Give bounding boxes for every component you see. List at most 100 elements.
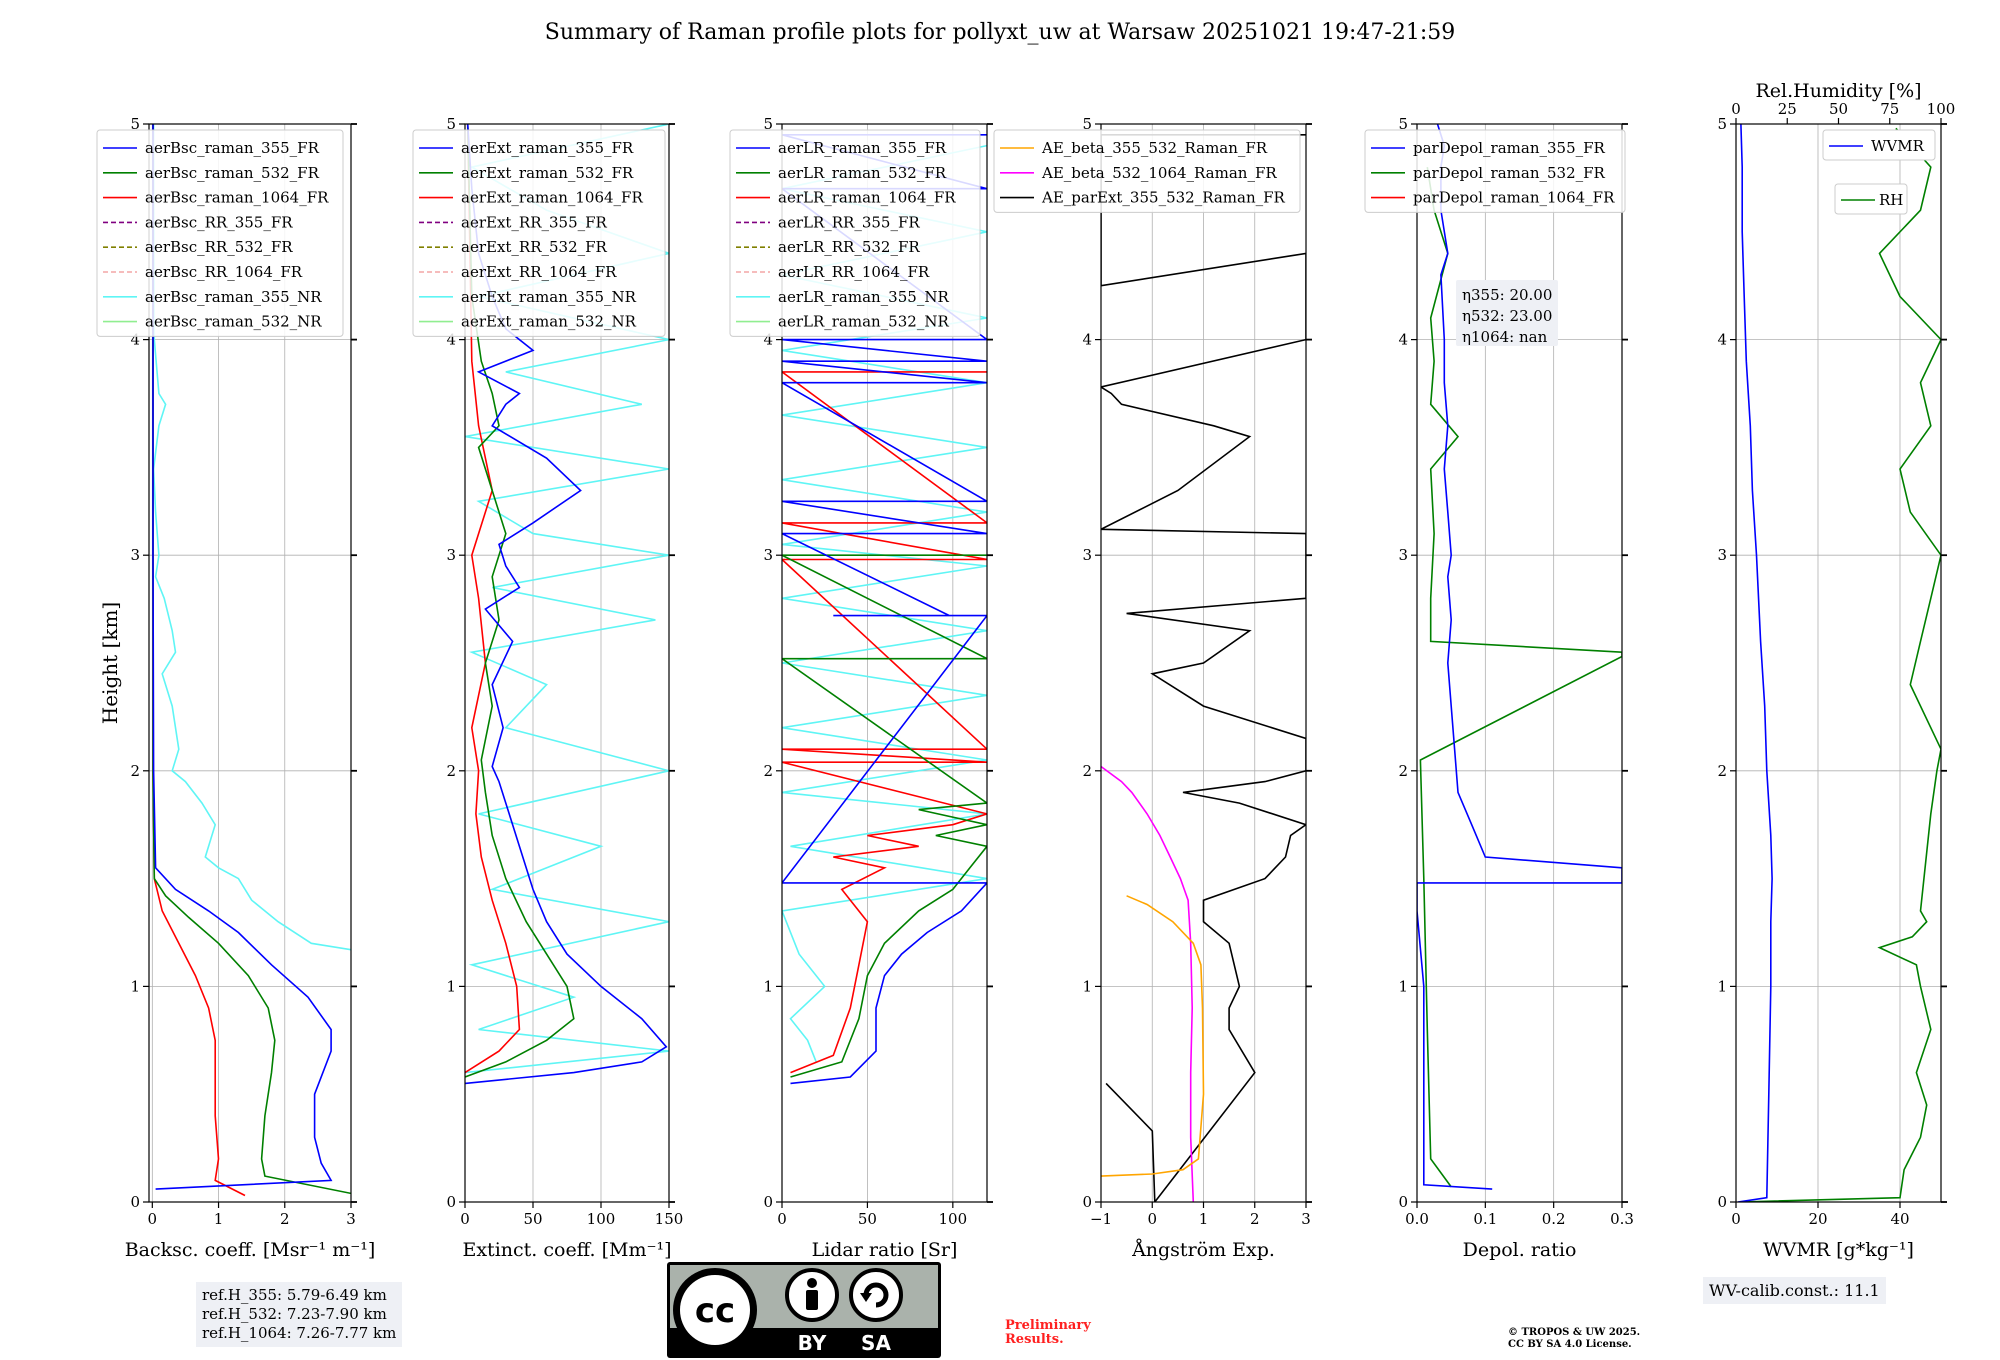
x-tick-label: 0	[777, 1210, 787, 1228]
figure-title: Summary of Raman profile plots for polly…	[544, 20, 1456, 45]
series-line-parDepol_raman_355_FR	[1417, 124, 1622, 1190]
axes-frame	[464, 123, 670, 1203]
x-tick-label: 3	[1301, 1210, 1311, 1228]
panel-6: 0 20 40 0 1 2 3 4 5 WVMR [g*kg⁻¹] 0 25 50 75 100 Rel.Hu…	[1717, 80, 1955, 1261]
legend-label-aerBsc_RR_355_FR: aerBsc_RR_355_FR	[145, 213, 293, 231]
legend-box	[1822, 129, 1936, 161]
x-tick-label: 2	[1250, 1210, 1260, 1228]
x-tick-label: 50	[858, 1210, 877, 1228]
legend-box	[729, 129, 981, 337]
series-line-RH	[1740, 127, 1941, 1202]
legend-label-aerLR_raman_355_FR: aerLR_raman_355_FR	[778, 139, 947, 157]
panel-2: 0 50 100 150 0 1 2 3 4 5 Extinct. coeff. [Mm⁻¹] aer…	[412, 115, 683, 1261]
legend-label-aerExt_raman_1064_FR: aerExt_raman_1064_FR	[461, 189, 643, 207]
preliminary-line-2: Results.	[1005, 1332, 1064, 1347]
legend-label-aerExt_raman_355_FR: aerExt_raman_355_FR	[461, 139, 634, 157]
legend-label-WVMR: WVMR	[1871, 137, 1925, 155]
copyright-line-1: © TROPOS & UW 2025.	[1508, 1327, 1641, 1338]
x-tick-label: −1	[1090, 1210, 1112, 1228]
y-tick-label: 1	[1082, 977, 1092, 995]
x2-axis-label: Rel.Humidity [%]	[1755, 80, 1921, 102]
y-tick-label: 4	[763, 331, 773, 349]
cc-circle-inner	[680, 1275, 750, 1345]
sa-arrow-head	[860, 1293, 872, 1302]
x-tick-label: 3	[346, 1210, 356, 1228]
sa-arrow-arc	[863, 1282, 889, 1308]
y-tick-label: 0	[446, 1193, 456, 1211]
legend: WVMR RH	[1822, 129, 1936, 215]
legend-label-aerBsc_raman_1064_FR: aerBsc_raman_1064_FR	[145, 189, 329, 207]
x-tick-label: 0.0	[1405, 1210, 1429, 1228]
series-line-WVMR	[1737, 124, 1773, 1202]
y-tick-label: 2	[1398, 762, 1408, 780]
x-tick-label: 1	[214, 1210, 224, 1228]
legend-label-aerBsc_raman_532_FR: aerBsc_raman_532_FR	[145, 164, 320, 182]
x-tick-label: 0.2	[1542, 1210, 1566, 1228]
y-tick-label: 0	[130, 1193, 140, 1211]
y-tick-label: 5	[1717, 115, 1727, 133]
y-tick-label: 0	[1398, 1193, 1408, 1211]
x-axis-label: Backsc. coeff. [Msr⁻¹ m⁻¹]	[125, 1239, 376, 1261]
series-line-AE_parExt_355_532_Raman_FR	[1101, 134, 1306, 1202]
legend-label-aerLR_raman_355_NR: aerLR_raman_355_NR	[778, 288, 949, 306]
legend-label-aerLR_raman_1064_FR: aerLR_raman_1064_FR	[778, 189, 956, 207]
reference-height-box: ref.H_355: 5.79-6.49 km ref.H_532: 7.23-…	[196, 1282, 403, 1347]
series-line-parDepol_raman_532_FR	[1419, 166, 1622, 1188]
series-line-AE_beta_355_532_Raman_FR	[1101, 895, 1205, 1177]
axes-frame	[1416, 123, 1623, 1203]
sa-label: SA	[861, 1331, 891, 1355]
legend-label-aerExt_raman_532_FR: aerExt_raman_532_FR	[461, 164, 634, 182]
x2-tick-label: 50	[1829, 100, 1848, 118]
y-tick-label: 4	[1082, 331, 1092, 349]
x-tick-label: 20	[1808, 1210, 1827, 1228]
x-axis-label: Extinct. coeff. [Mm⁻¹]	[462, 1239, 671, 1261]
series-line-aerLR_raman_532_FR	[782, 554, 987, 1078]
series-line-aerExt_raman_1064_FR	[465, 124, 521, 1074]
y-tick-label: 2	[1082, 762, 1092, 780]
series-line-aerLR_raman_355_FR	[782, 134, 987, 1085]
y-tick-label: 4	[130, 331, 140, 349]
y-tick-label: 3	[763, 546, 773, 564]
y-tick-label: 5	[130, 115, 140, 133]
x-tick-label: 1	[1199, 1210, 1209, 1228]
by-person-head	[807, 1278, 817, 1288]
legend-box	[412, 129, 666, 337]
legend: aerBsc_raman_355_FR aerBsc_raman_532_FRae…	[96, 129, 344, 337]
depol-eta-box: η355: 20.00 η532: 23.00 η1064: nan	[1456, 280, 1558, 346]
legend-label-parDepol_raman_532_FR: parDepol_raman_532_FR	[1413, 164, 1606, 182]
x2-tick-label: 0	[1731, 100, 1741, 118]
y-tick-label: 2	[446, 762, 456, 780]
series-line-aerExt_raman_355_FR	[465, 124, 668, 1085]
x-tick-label: 100	[939, 1210, 968, 1228]
legend-label-aerLR_raman_532_NR: aerLR_raman_532_NR	[778, 313, 949, 331]
y-tick-label: 5	[1082, 115, 1092, 133]
legend-label-aerExt_RR_355_FR: aerExt_RR_355_FR	[461, 213, 608, 231]
legend-label-AE_beta_355_532_Raman_FR: AE_beta_355_532_Raman_FR	[1041, 139, 1268, 157]
legend-label-aerBsc_RR_1064_FR: aerBsc_RR_1064_FR	[145, 263, 303, 281]
x-tick-label: 0	[460, 1210, 470, 1228]
legend-label-AE_parExt_355_532_Raman_FR: AE_parExt_355_532_Raman_FR	[1041, 189, 1286, 207]
y-tick-label: 3	[1398, 546, 1408, 564]
legend-box	[1834, 183, 1908, 215]
y-tick-label: 5	[763, 115, 773, 133]
legend: aerLR_raman_355_FR aerLR_raman_532_FR aerL…	[729, 129, 981, 337]
eta-line-2: η1064: nan	[1462, 328, 1548, 346]
legend-label-aerLR_raman_532_FR: aerLR_raman_532_FR	[778, 164, 947, 182]
y-tick-label: 0	[1717, 1193, 1727, 1211]
axes-frame	[781, 123, 988, 1203]
series-line-aerLR_raman_1064_FR	[782, 371, 987, 1074]
x-tick-label: 40	[1890, 1210, 1909, 1228]
axes-frame	[148, 123, 352, 1203]
x-tick-label: 100	[587, 1210, 616, 1228]
ref-height-1064: ref.H_1064: 7.26-7.77 km	[202, 1324, 397, 1342]
y-tick-label: 1	[1717, 977, 1727, 995]
x-tick-label: 50	[523, 1210, 542, 1228]
eta-line-0: η355: 20.00	[1462, 286, 1552, 304]
y-tick-label: 3	[446, 546, 456, 564]
y-tick-label: 2	[130, 762, 140, 780]
x-tick-label: 0.1	[1473, 1210, 1497, 1228]
x2-tick-label: 75	[1880, 100, 1899, 118]
x-axis-label: Lidar ratio [Sr]	[812, 1239, 958, 1261]
